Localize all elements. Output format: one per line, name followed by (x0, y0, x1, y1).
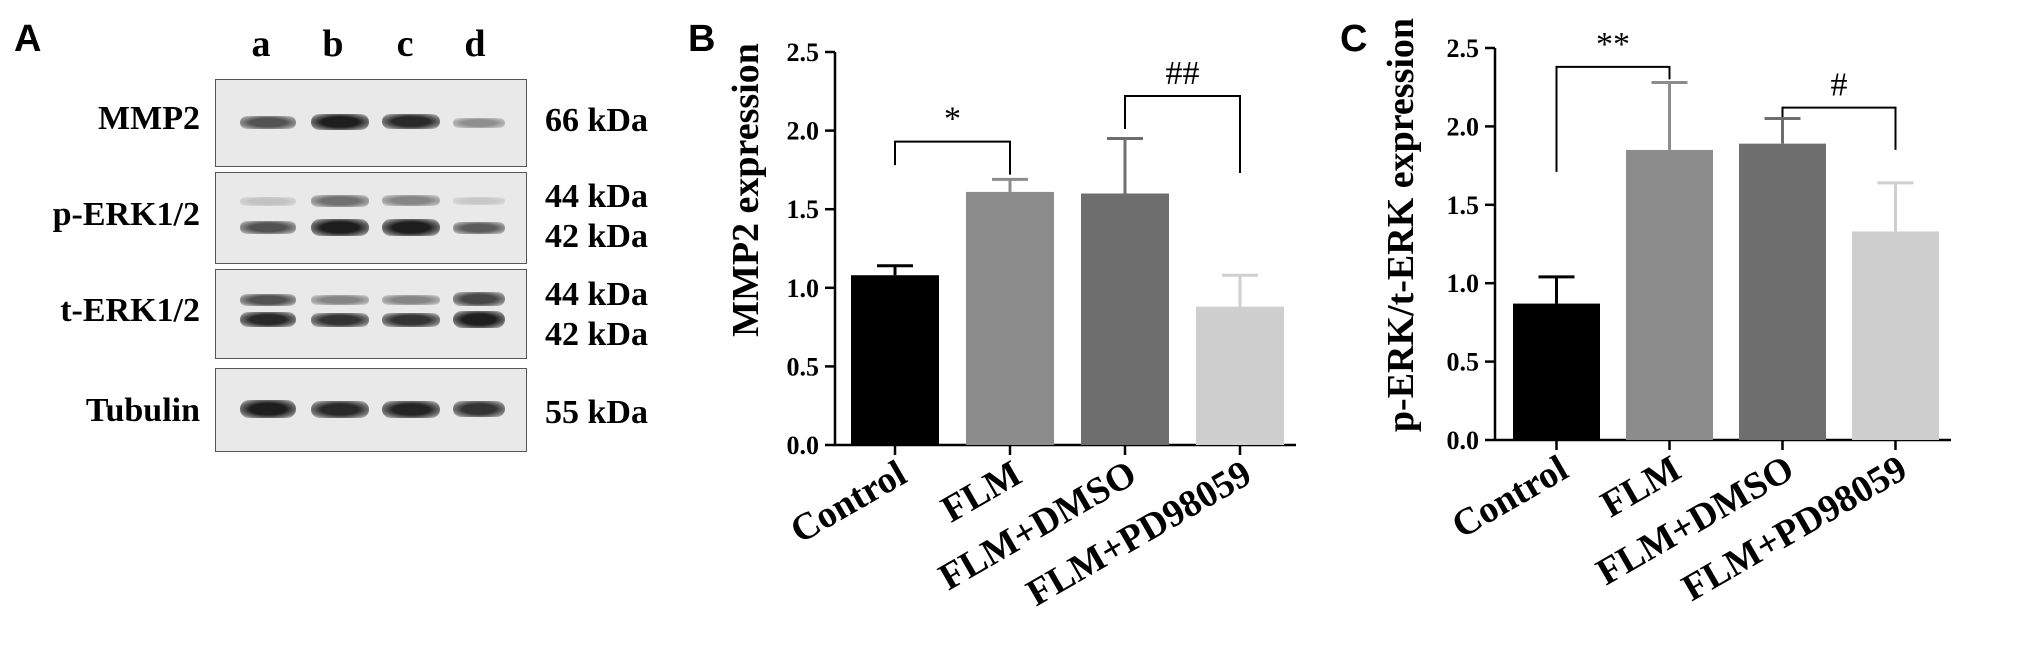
c-significance-bracket (1555, 65, 1671, 172)
band (311, 219, 369, 236)
b-significance-label: * (944, 101, 961, 138)
b-significance-label: ## (1166, 55, 1200, 92)
band (240, 294, 296, 306)
c-y-tick-label: 0.0 (1447, 426, 1480, 455)
b-y-tick-label: 2.0 (787, 117, 820, 146)
c-significance-label: # (1831, 67, 1848, 104)
c-significance-label: ** (1596, 26, 1630, 63)
band (382, 219, 440, 236)
b-y-tick-label: 0.5 (787, 352, 820, 381)
band (453, 197, 505, 205)
b-bar (1081, 193, 1169, 445)
kda-label: 44 kDa (545, 178, 648, 215)
lane-label-b: b (322, 23, 344, 65)
band (311, 313, 369, 327)
b-y-tick-label: 1.5 (787, 195, 820, 224)
c-y-tick-label: 1.0 (1447, 269, 1480, 298)
b-bar (851, 275, 939, 445)
c-y-tick-label: 2.0 (1447, 112, 1480, 141)
blot-mmp2 (215, 79, 527, 167)
c-bar (1626, 149, 1713, 441)
c-significance-bracket (1781, 106, 1897, 150)
b-y-tick-label: 2.5 (787, 38, 820, 67)
lane-label-d: d (464, 23, 486, 65)
band (240, 400, 296, 418)
band (240, 221, 296, 234)
c-bar (1739, 143, 1826, 440)
b-y-tick-label: 0.0 (787, 431, 820, 460)
band (382, 295, 440, 305)
panel-letter-c: C (1340, 18, 1368, 60)
c-y-tick-label: 0.5 (1447, 348, 1480, 377)
band (311, 401, 369, 418)
b-bar (1196, 306, 1284, 445)
b-y-tick-label: 1.0 (787, 274, 820, 303)
kda-label: 44 kDa (545, 276, 648, 313)
b-y-axis-label: MMP2 expression (725, 43, 767, 337)
c-bar (1513, 303, 1600, 440)
c-y-tick-label: 1.5 (1447, 191, 1480, 220)
band (240, 116, 296, 129)
band (453, 401, 505, 417)
lane-label-a: a (251, 23, 271, 65)
kda-label: 42 kDa (545, 316, 648, 353)
c-y-tick-label: 2.5 (1447, 34, 1480, 63)
lane-label-c: c (396, 23, 414, 65)
band (240, 312, 296, 327)
band (453, 292, 505, 306)
band (311, 195, 369, 207)
blot-tubulin (215, 368, 527, 452)
band (382, 195, 440, 206)
b-significance-bracket (894, 140, 1011, 175)
band (382, 313, 440, 327)
panel-letter-a: A (14, 18, 42, 60)
band (311, 114, 369, 130)
band (453, 311, 505, 328)
blot-label-mmp2: MMP2 (98, 100, 200, 137)
band (382, 401, 440, 418)
band (453, 222, 505, 234)
b-bar (966, 191, 1054, 445)
blot-label-p-erk: p-ERK1/2 (52, 196, 200, 233)
blot-label-tubulin: Tubulin (85, 392, 200, 429)
band (311, 295, 369, 305)
panel-letter-b: B (688, 18, 716, 60)
band (453, 118, 505, 128)
band (382, 114, 440, 129)
blot-label-t-erk: t-ERK1/2 (60, 292, 200, 329)
kda-label: 66 kDa (545, 102, 648, 139)
kda-label: 55 kDa (545, 394, 648, 431)
b-significance-bracket (1124, 95, 1241, 174)
c-bar (1852, 231, 1939, 440)
blot-p-erk (215, 172, 527, 264)
c-y-axis-label: p-ERK/t-ERK expression (1380, 18, 1422, 432)
c-category-label: Control (1445, 447, 1575, 546)
kda-label: 42 kDa (545, 218, 648, 255)
b-category-label: Control (783, 452, 913, 551)
blot-t-erk (215, 269, 527, 359)
band (240, 197, 296, 206)
